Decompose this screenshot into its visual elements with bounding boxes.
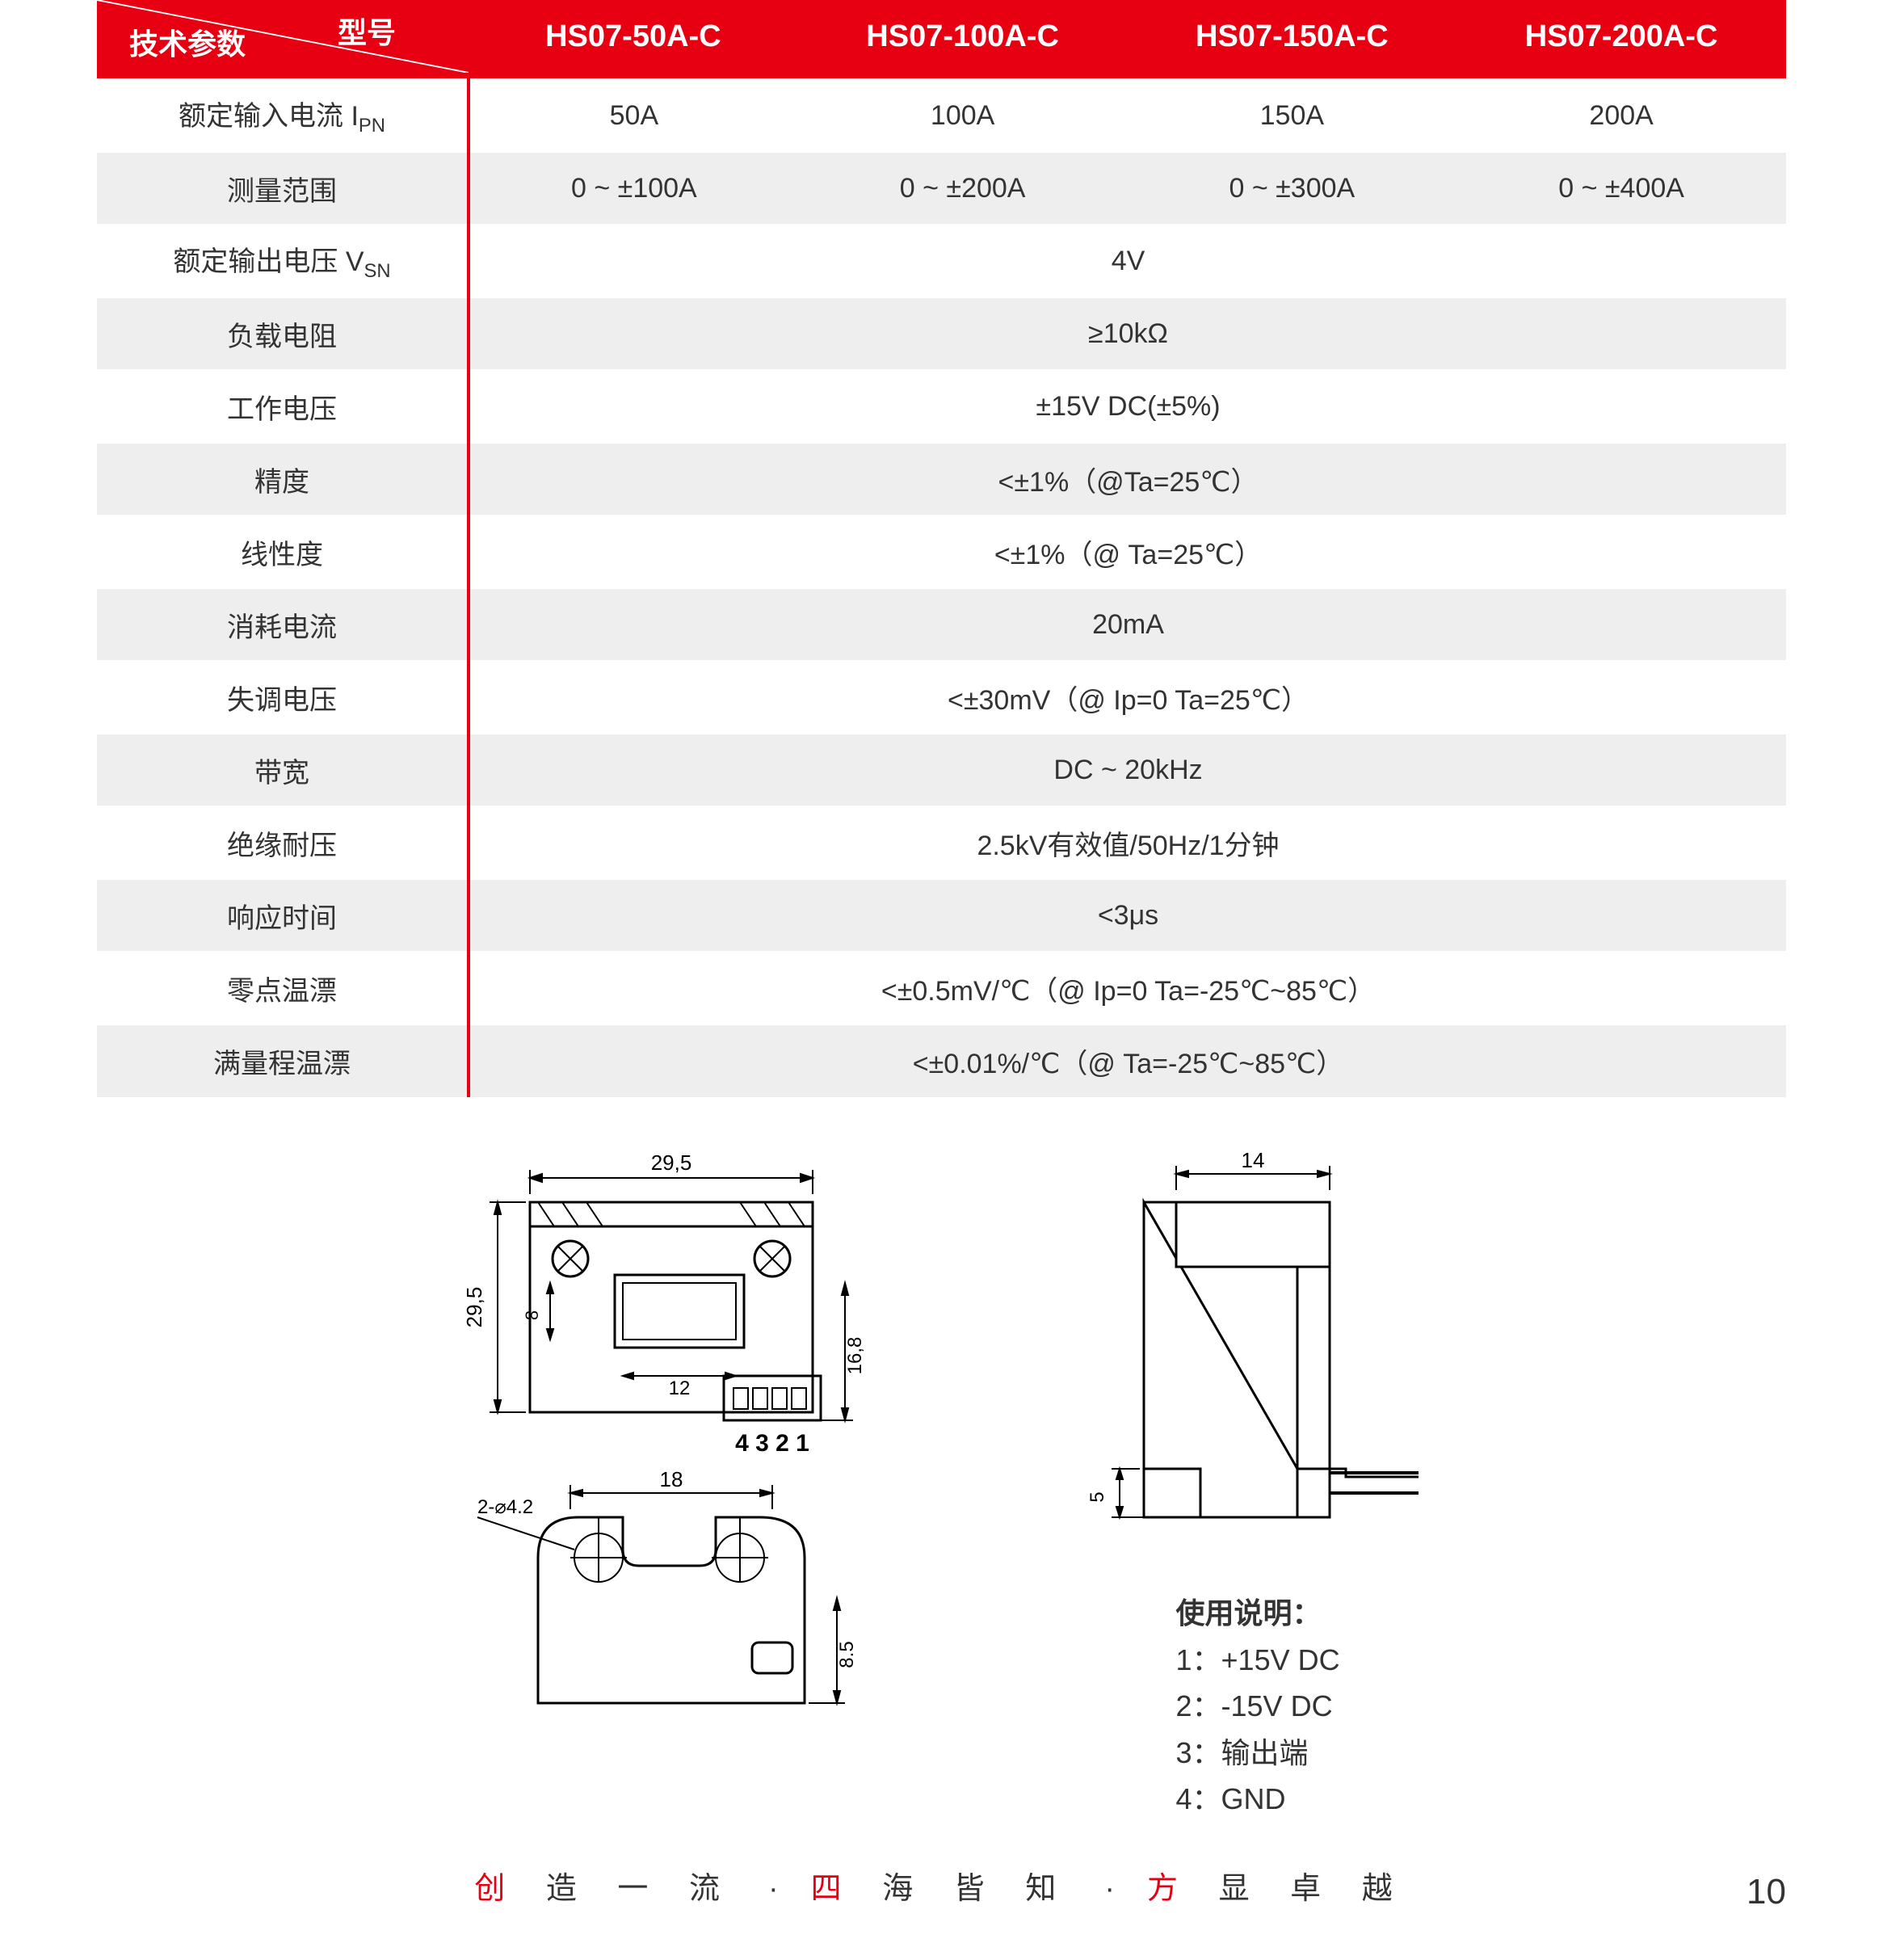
table-row: 满量程温漂<±0.01%/℃（@ Ta=-25℃~85℃）	[97, 1024, 1786, 1097]
param-name: 额定输入电流 IPN	[97, 79, 469, 152]
model-col-0: HS07-50A-C	[469, 0, 798, 73]
header-corner-cell: 型号 技术参数	[97, 0, 469, 73]
param-name: 绝缘耐压	[97, 806, 469, 879]
param-value: 0 ~ ±100A	[469, 152, 798, 225]
param-name: 带宽	[97, 734, 469, 806]
table-row: 消耗电流20mA	[97, 588, 1786, 661]
svg-text:29,5: 29,5	[462, 1287, 486, 1328]
usage-line: 1：+15V DC	[1176, 1637, 1340, 1684]
tagline-seg1-rest: 造 一 流	[521, 1872, 736, 1906]
diagram-front-view: 18	[433, 1469, 885, 1735]
table-row: 零点温漂<±0.5mV/℃（@ Ip=0 Ta=-25℃~85℃）	[97, 952, 1786, 1024]
param-value: 50A	[469, 79, 798, 152]
diagram-side-view: 14	[1063, 1146, 1451, 1566]
header-param-label: 技术参数	[129, 21, 246, 63]
param-value-span: 20mA	[469, 588, 1786, 661]
param-value-span: <±0.5mV/℃（@ Ip=0 Ta=-25℃~85℃）	[469, 952, 1786, 1024]
svg-text:16,8: 16,8	[844, 1337, 866, 1375]
usage-notes: 使用说明： 1：+15V DC 2：-15V DC 3：输出端 4：GND	[1176, 1590, 1340, 1823]
param-name: 精度	[97, 443, 469, 515]
tagline-seg2-red: 四	[811, 1872, 858, 1906]
table-row: 失调电压<±30mV（@ Ip=0 Ta=25℃）	[97, 661, 1786, 734]
tagline-seg1-red: 创	[474, 1872, 521, 1906]
param-value: 0 ~ ±400A	[1456, 152, 1786, 225]
param-name: 响应时间	[97, 879, 469, 952]
table-row: 绝缘耐压2.5kV有效值/50Hz/1分钟	[97, 806, 1786, 879]
table-header-row: 型号 技术参数 HS07-50A-C HS07-100A-C HS07-150A…	[97, 0, 1786, 73]
page-number: 10	[1746, 1872, 1786, 1912]
param-value-span: ±15V DC(±5%)	[469, 370, 1786, 443]
tagline-seg3-red: 方	[1147, 1872, 1194, 1906]
param-name: 负载电阻	[97, 297, 469, 370]
usage-title: 使用说明：	[1176, 1590, 1340, 1637]
svg-text:5: 5	[1087, 1491, 1108, 1502]
diagrams-section: 29,5	[97, 1146, 1786, 1823]
usage-line: 2：-15V DC	[1176, 1683, 1340, 1730]
param-value: 100A	[798, 79, 1128, 152]
table-row: 线性度<±1%（@ Ta=25℃）	[97, 515, 1786, 588]
svg-text:29,5: 29,5	[650, 1150, 691, 1175]
param-value-span: 2.5kV有效值/50Hz/1分钟	[469, 806, 1786, 879]
param-name: 消耗电流	[97, 588, 469, 661]
svg-text:14: 14	[1241, 1148, 1264, 1172]
param-name: 线性度	[97, 515, 469, 588]
usage-line: 4：GND	[1176, 1776, 1340, 1823]
param-value: 0 ~ ±200A	[798, 152, 1128, 225]
diagram-top-view: 29,5	[433, 1146, 885, 1469]
table-row: 负载电阻≥10kΩ	[97, 297, 1786, 370]
model-col-3: HS07-200A-C	[1456, 0, 1786, 73]
param-value: 200A	[1456, 79, 1786, 152]
svg-text:8.5: 8.5	[836, 1641, 858, 1668]
svg-text:12: 12	[668, 1377, 690, 1399]
param-name: 测量范围	[97, 152, 469, 225]
table-row: 额定输出电压 VSN4V	[97, 225, 1786, 297]
param-name: 满量程温漂	[97, 1024, 469, 1097]
model-col-1: HS07-100A-C	[798, 0, 1128, 73]
tagline-dot: ·	[1104, 1872, 1115, 1907]
spec-table: 型号 技术参数 HS07-50A-C HS07-100A-C HS07-150A…	[97, 0, 1786, 1097]
param-value-span: <±30mV（@ Ip=0 Ta=25℃）	[469, 661, 1786, 734]
svg-text:8: 8	[522, 1310, 542, 1320]
header-model-label: 型号	[338, 10, 396, 52]
param-value-span: <3μs	[469, 879, 1786, 952]
tagline-seg2-rest: 海 皆 知	[858, 1872, 1073, 1906]
table-row: 精度<±1%（@Ta=25℃）	[97, 443, 1786, 515]
svg-text:4 3 2 1: 4 3 2 1	[735, 1430, 809, 1457]
param-value: 0 ~ ±300A	[1127, 152, 1456, 225]
table-row: 工作电压±15V DC(±5%)	[97, 370, 1786, 443]
table-row: 带宽DC ~ 20kHz	[97, 734, 1786, 806]
tagline-seg3-rest: 显 卓 越	[1194, 1872, 1409, 1906]
param-value-span: <±1%（@Ta=25℃）	[469, 443, 1786, 515]
usage-line: 3：输出端	[1176, 1730, 1340, 1777]
param-value-span: ≥10kΩ	[469, 297, 1786, 370]
param-name: 零点温漂	[97, 952, 469, 1024]
svg-text:2-⌀4.2: 2-⌀4.2	[477, 1496, 533, 1518]
param-name: 失调电压	[97, 661, 469, 734]
footer-tagline: 创 造 一 流 · 四 海 皆 知 · 方 显 卓 越 10	[97, 1863, 1786, 1907]
param-value-span: <±0.01%/℃（@ Ta=-25℃~85℃）	[469, 1024, 1786, 1097]
svg-text:18: 18	[659, 1469, 683, 1491]
param-name: 额定输出电压 VSN	[97, 225, 469, 297]
table-row: 测量范围0 ~ ±100A0 ~ ±200A0 ~ ±300A0 ~ ±400A	[97, 152, 1786, 225]
param-value: 150A	[1127, 79, 1456, 152]
param-value-span: <±1%（@ Ta=25℃）	[469, 515, 1786, 588]
model-col-2: HS07-150A-C	[1127, 0, 1456, 73]
param-name: 工作电压	[97, 370, 469, 443]
tagline-dot: ·	[768, 1872, 779, 1907]
param-value-span: 4V	[469, 225, 1786, 297]
table-row: 额定输入电流 IPN50A100A150A200A	[97, 79, 1786, 152]
param-value-span: DC ~ 20kHz	[469, 734, 1786, 806]
table-row: 响应时间<3μs	[97, 879, 1786, 952]
